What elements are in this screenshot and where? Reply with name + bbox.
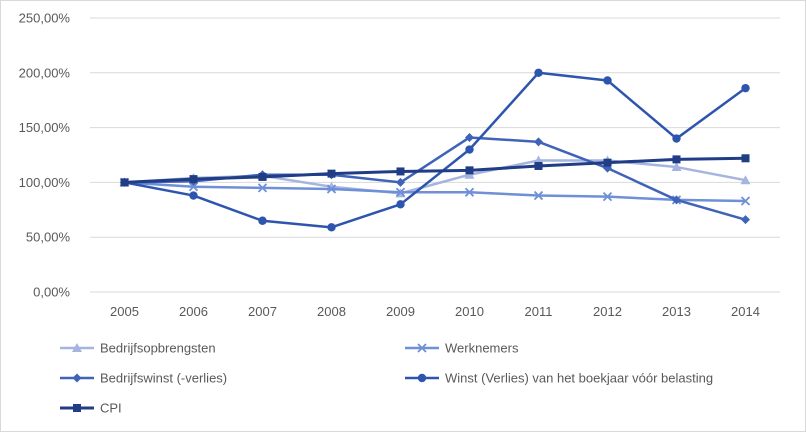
data-point xyxy=(671,162,682,172)
data-point xyxy=(534,137,543,147)
x-axis-ticks: 2005 2006 2007 2008 2009 2010 2011 2012 2013 2014 xyxy=(110,304,760,319)
data-point xyxy=(327,223,336,232)
data-point xyxy=(189,191,198,200)
data-point xyxy=(258,216,267,225)
series-group xyxy=(119,68,751,232)
data-point xyxy=(672,195,681,205)
legend-entry: Bedrijfswinst (-verlies) xyxy=(60,371,227,386)
series-line xyxy=(124,181,746,203)
data-point xyxy=(189,175,198,184)
legend-marker xyxy=(73,404,81,412)
data-point xyxy=(465,166,474,175)
x-tick-label: 2010 xyxy=(455,304,484,319)
series-4 xyxy=(120,154,750,187)
data-point xyxy=(534,68,543,78)
data-point xyxy=(327,169,336,178)
y-tick-label: 50,00% xyxy=(26,230,71,245)
data-point xyxy=(396,200,405,209)
data-point xyxy=(740,175,751,185)
data-point xyxy=(464,187,475,197)
data-point xyxy=(534,161,543,170)
legend-entry: Winst (Verlies) van het boekjaar vóór be… xyxy=(405,371,713,386)
gridlines xyxy=(90,17,780,293)
data-point xyxy=(672,134,681,143)
legend-label: CPI xyxy=(100,401,122,416)
x-tick-label: 2013 xyxy=(662,304,691,319)
series-3 xyxy=(120,68,750,232)
data-point xyxy=(740,196,751,206)
legend-label: Bedrijfsopbrengsten xyxy=(100,341,216,356)
data-point xyxy=(533,190,544,201)
data-point xyxy=(396,177,405,187)
legend-label: Werknemers xyxy=(445,341,519,356)
legend-entry: Werknemers xyxy=(405,341,519,356)
legend: Bedrijfsopbrengsten Werknemers Bedrijfswin… xyxy=(60,341,713,416)
data-point xyxy=(741,83,750,93)
x-tick-label: 2011 xyxy=(525,304,553,319)
legend-entry: Bedrijfsopbrengsten xyxy=(60,341,216,356)
data-point xyxy=(120,178,129,187)
data-point xyxy=(395,187,406,197)
data-point xyxy=(258,172,267,181)
x-tick-label: 2007 xyxy=(248,304,277,319)
x-tick-label: 2009 xyxy=(386,304,415,319)
x-tick-label: 2012 xyxy=(593,304,622,319)
data-point xyxy=(602,192,613,202)
legend-marker xyxy=(72,373,82,383)
data-point xyxy=(396,167,405,176)
x-tick-label: 2014 xyxy=(731,304,760,319)
legend-label: Bedrijfswinst (-verlies) xyxy=(100,371,227,386)
x-tick-label: 2008 xyxy=(317,304,346,319)
data-point xyxy=(326,184,337,194)
legend-marker xyxy=(417,343,427,353)
series-line xyxy=(124,156,746,184)
data-point xyxy=(465,132,474,142)
data-point xyxy=(741,154,750,163)
data-point xyxy=(257,183,268,193)
y-axis-ticks: 0,00% 50,00% 100,00% 150,00% 200,00% 250,00% xyxy=(19,11,71,300)
data-point xyxy=(741,215,750,225)
y-tick-label: 150,00% xyxy=(19,120,71,135)
legend-entry: CPI xyxy=(60,401,122,416)
data-point xyxy=(188,182,199,192)
y-tick-label: 0,00% xyxy=(33,285,70,300)
data-point xyxy=(603,158,612,167)
data-point xyxy=(672,155,681,164)
legend-label: Winst (Verlies) van het boekjaar vóór be… xyxy=(445,371,713,386)
data-point xyxy=(603,76,612,85)
data-point xyxy=(465,145,474,154)
y-tick-label: 100,00% xyxy=(19,175,71,190)
x-tick-label: 2006 xyxy=(179,304,208,319)
y-tick-label: 250,00% xyxy=(19,11,71,26)
x-tick-label: 2005 xyxy=(110,304,139,319)
legend-marker xyxy=(72,343,82,352)
series-line xyxy=(124,71,747,229)
legend-marker xyxy=(417,373,427,383)
y-tick-label: 200,00% xyxy=(19,65,71,80)
